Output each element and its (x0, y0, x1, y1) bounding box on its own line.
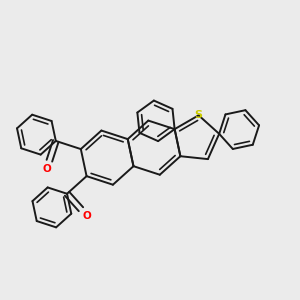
Text: O: O (42, 164, 51, 174)
Text: O: O (82, 211, 91, 221)
Text: S: S (195, 110, 203, 120)
